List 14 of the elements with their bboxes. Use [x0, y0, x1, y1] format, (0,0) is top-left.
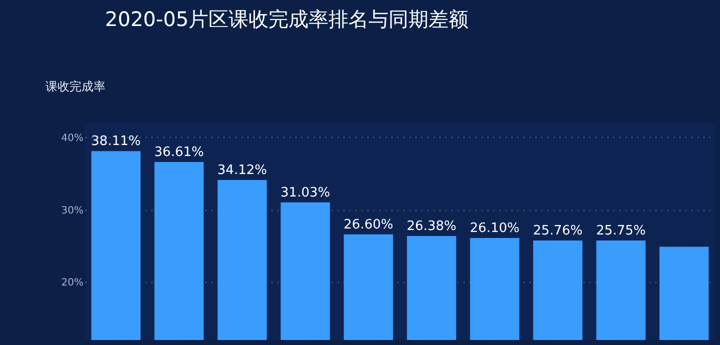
- data-label: 31.03%: [280, 185, 330, 200]
- data-label: 25.76%: [533, 223, 583, 238]
- y-axis-title: 课收完成率: [46, 80, 106, 94]
- y-tick-label: 20%: [61, 278, 84, 289]
- y-tick-label: 40%: [61, 132, 84, 144]
- data-label: 26.60%: [344, 217, 394, 232]
- data-label: 26.38%: [406, 218, 456, 234]
- data-label: 38.11%: [91, 134, 141, 150]
- data-label: 36.61%: [154, 144, 204, 160]
- data-label: 26.10%: [470, 221, 520, 236]
- data-label: 25.75%: [596, 224, 646, 239]
- chart-title: 2020-05片区课收完成率排名与同期差额: [105, 7, 469, 31]
- data-label: 34.12%: [217, 163, 267, 178]
- y-tick-label: 30%: [61, 205, 84, 216]
